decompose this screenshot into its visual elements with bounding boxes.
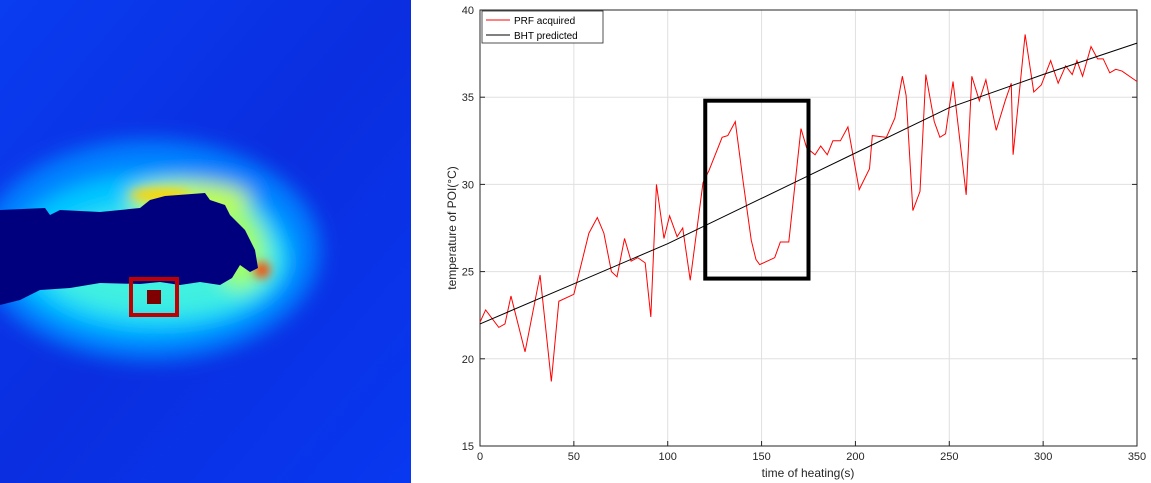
probe-region bbox=[0, 193, 258, 305]
legend-label-bht: BHT predicted bbox=[514, 31, 578, 42]
y-tick-label: 30 bbox=[462, 179, 474, 191]
x-tick-label: 350 bbox=[1128, 451, 1146, 463]
x-tick-label: 200 bbox=[846, 451, 864, 463]
y-tick-label: 25 bbox=[462, 267, 474, 279]
x-tick-label: 300 bbox=[1034, 451, 1052, 463]
legend-box bbox=[481, 10, 604, 44]
highlight-rectangle bbox=[703, 98, 811, 281]
legend-label-prf: PRF acquired bbox=[514, 16, 575, 27]
temperature-heatmap-image bbox=[0, 0, 411, 483]
y-tick-label: 40 bbox=[462, 5, 474, 17]
x-tick-label: 0 bbox=[477, 451, 483, 463]
y-tick-label: 35 bbox=[462, 92, 474, 104]
legend: PRF acquired BHT predicted bbox=[481, 10, 604, 44]
plot-area-border bbox=[479, 9, 1138, 447]
x-tick-label: 50 bbox=[568, 451, 580, 463]
roi-point bbox=[147, 290, 161, 304]
x-axis-label: time of heating(s) bbox=[762, 466, 855, 480]
series-line-prf-acquired bbox=[479, 34, 1138, 382]
x-tick-label: 100 bbox=[659, 451, 677, 463]
x-tick-label: 150 bbox=[752, 451, 770, 463]
x-tick-label: 250 bbox=[940, 451, 958, 463]
y-axis-label: temperature of POI(°C) bbox=[445, 166, 459, 290]
y-tick-label: 20 bbox=[462, 354, 474, 366]
roi-box bbox=[129, 277, 179, 317]
y-tick-label: 15 bbox=[462, 441, 474, 453]
